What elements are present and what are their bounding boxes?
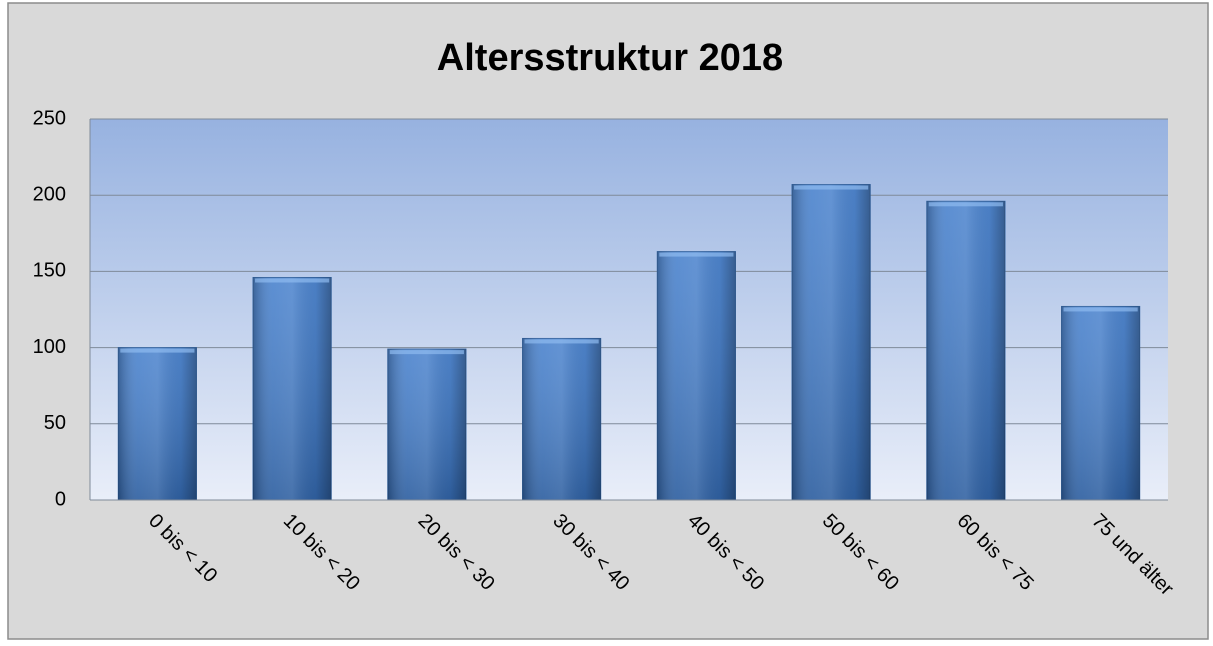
y-tick-label: 50	[44, 412, 66, 434]
y-tick-label: 250	[33, 107, 66, 129]
bar	[117, 347, 197, 501]
bar	[387, 348, 467, 501]
y-tick-label: 100	[33, 336, 66, 358]
bar-cap	[389, 350, 464, 355]
bar	[1061, 305, 1141, 501]
bar-cap	[659, 252, 734, 257]
bar-cap	[1063, 307, 1138, 312]
y-tick-label: 0	[55, 488, 66, 510]
bar	[656, 251, 736, 501]
bar-cap	[524, 339, 599, 344]
chart-title: Altersstruktur 2018	[437, 37, 783, 79]
y-tick-label: 150	[33, 260, 66, 282]
bar-cap	[794, 185, 869, 190]
plot-area	[90, 119, 1168, 500]
bar	[522, 337, 602, 501]
bar-cap	[928, 202, 1003, 207]
bar	[252, 276, 332, 501]
bar	[791, 184, 871, 501]
bar	[926, 200, 1006, 501]
bar-cap	[255, 278, 330, 283]
y-tick-label: 200	[33, 183, 66, 205]
bar-cap	[120, 348, 195, 353]
